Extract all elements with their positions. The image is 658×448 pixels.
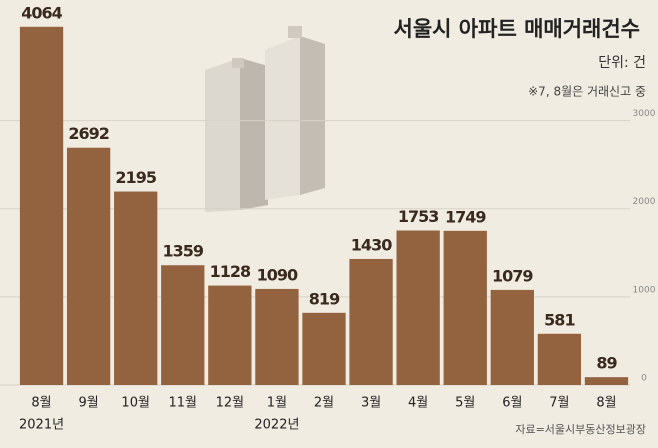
x-tick-label: 11월 xyxy=(169,396,198,411)
x-tick-label: 4월 xyxy=(408,396,428,411)
bar xyxy=(349,258,393,385)
x-tick-label: 2월 xyxy=(314,396,334,411)
value-label: 1359 xyxy=(163,242,204,261)
value-label: 2692 xyxy=(68,124,109,143)
x-tick-label: 3월 xyxy=(361,396,381,411)
year-label: 2022년 xyxy=(254,418,299,433)
source: 자료=서울시부동산정보광장 xyxy=(515,423,646,436)
value-label: 581 xyxy=(544,310,575,329)
x-tick-label: 6월 xyxy=(502,396,522,411)
bar xyxy=(161,265,205,385)
bar xyxy=(208,285,252,385)
value-label: 89 xyxy=(596,354,617,373)
bar xyxy=(302,312,346,385)
x-tick-label: 1월 xyxy=(267,396,287,411)
bar xyxy=(443,230,487,385)
value-label: 1753 xyxy=(398,207,439,226)
x-tick-label: 10월 xyxy=(121,396,150,411)
x-tick-label: 9월 xyxy=(78,396,98,411)
value-label: 1749 xyxy=(445,207,486,226)
y-tick-label: 2000 xyxy=(633,197,656,207)
bar xyxy=(537,333,582,385)
x-tick-label: 8월 xyxy=(596,396,616,411)
value-label: 1430 xyxy=(351,235,392,254)
note: ※7, 8월은 거래신고 중 xyxy=(528,85,646,99)
bar xyxy=(490,289,534,385)
value-label: 1128 xyxy=(210,262,251,281)
bar xyxy=(66,147,111,385)
x-tick-label: 12월 xyxy=(216,396,245,411)
bar xyxy=(114,191,158,385)
x-tick-label: 5월 xyxy=(455,396,475,411)
bar xyxy=(396,230,440,385)
year-label: 2021년 xyxy=(19,418,64,433)
y-tick-label: 0 xyxy=(641,374,647,384)
y-tick-label: 3000 xyxy=(633,109,656,119)
bar xyxy=(19,26,64,385)
unit-label: 단위: 건 xyxy=(598,55,646,71)
x-tick-label: 7월 xyxy=(549,396,569,411)
value-label: 819 xyxy=(309,289,340,308)
chart-title: 서울시 아파트 매매거래건수 xyxy=(394,17,640,41)
value-label: 1090 xyxy=(257,265,298,284)
x-tick-label: 8월 xyxy=(31,396,51,411)
bar xyxy=(584,377,629,385)
y-tick-label: 1000 xyxy=(633,285,656,295)
value-label: 2195 xyxy=(115,168,156,187)
value-label: 4064 xyxy=(21,3,62,22)
value-label: 1079 xyxy=(492,266,533,285)
building-illustration xyxy=(205,26,325,212)
bar xyxy=(255,288,299,385)
